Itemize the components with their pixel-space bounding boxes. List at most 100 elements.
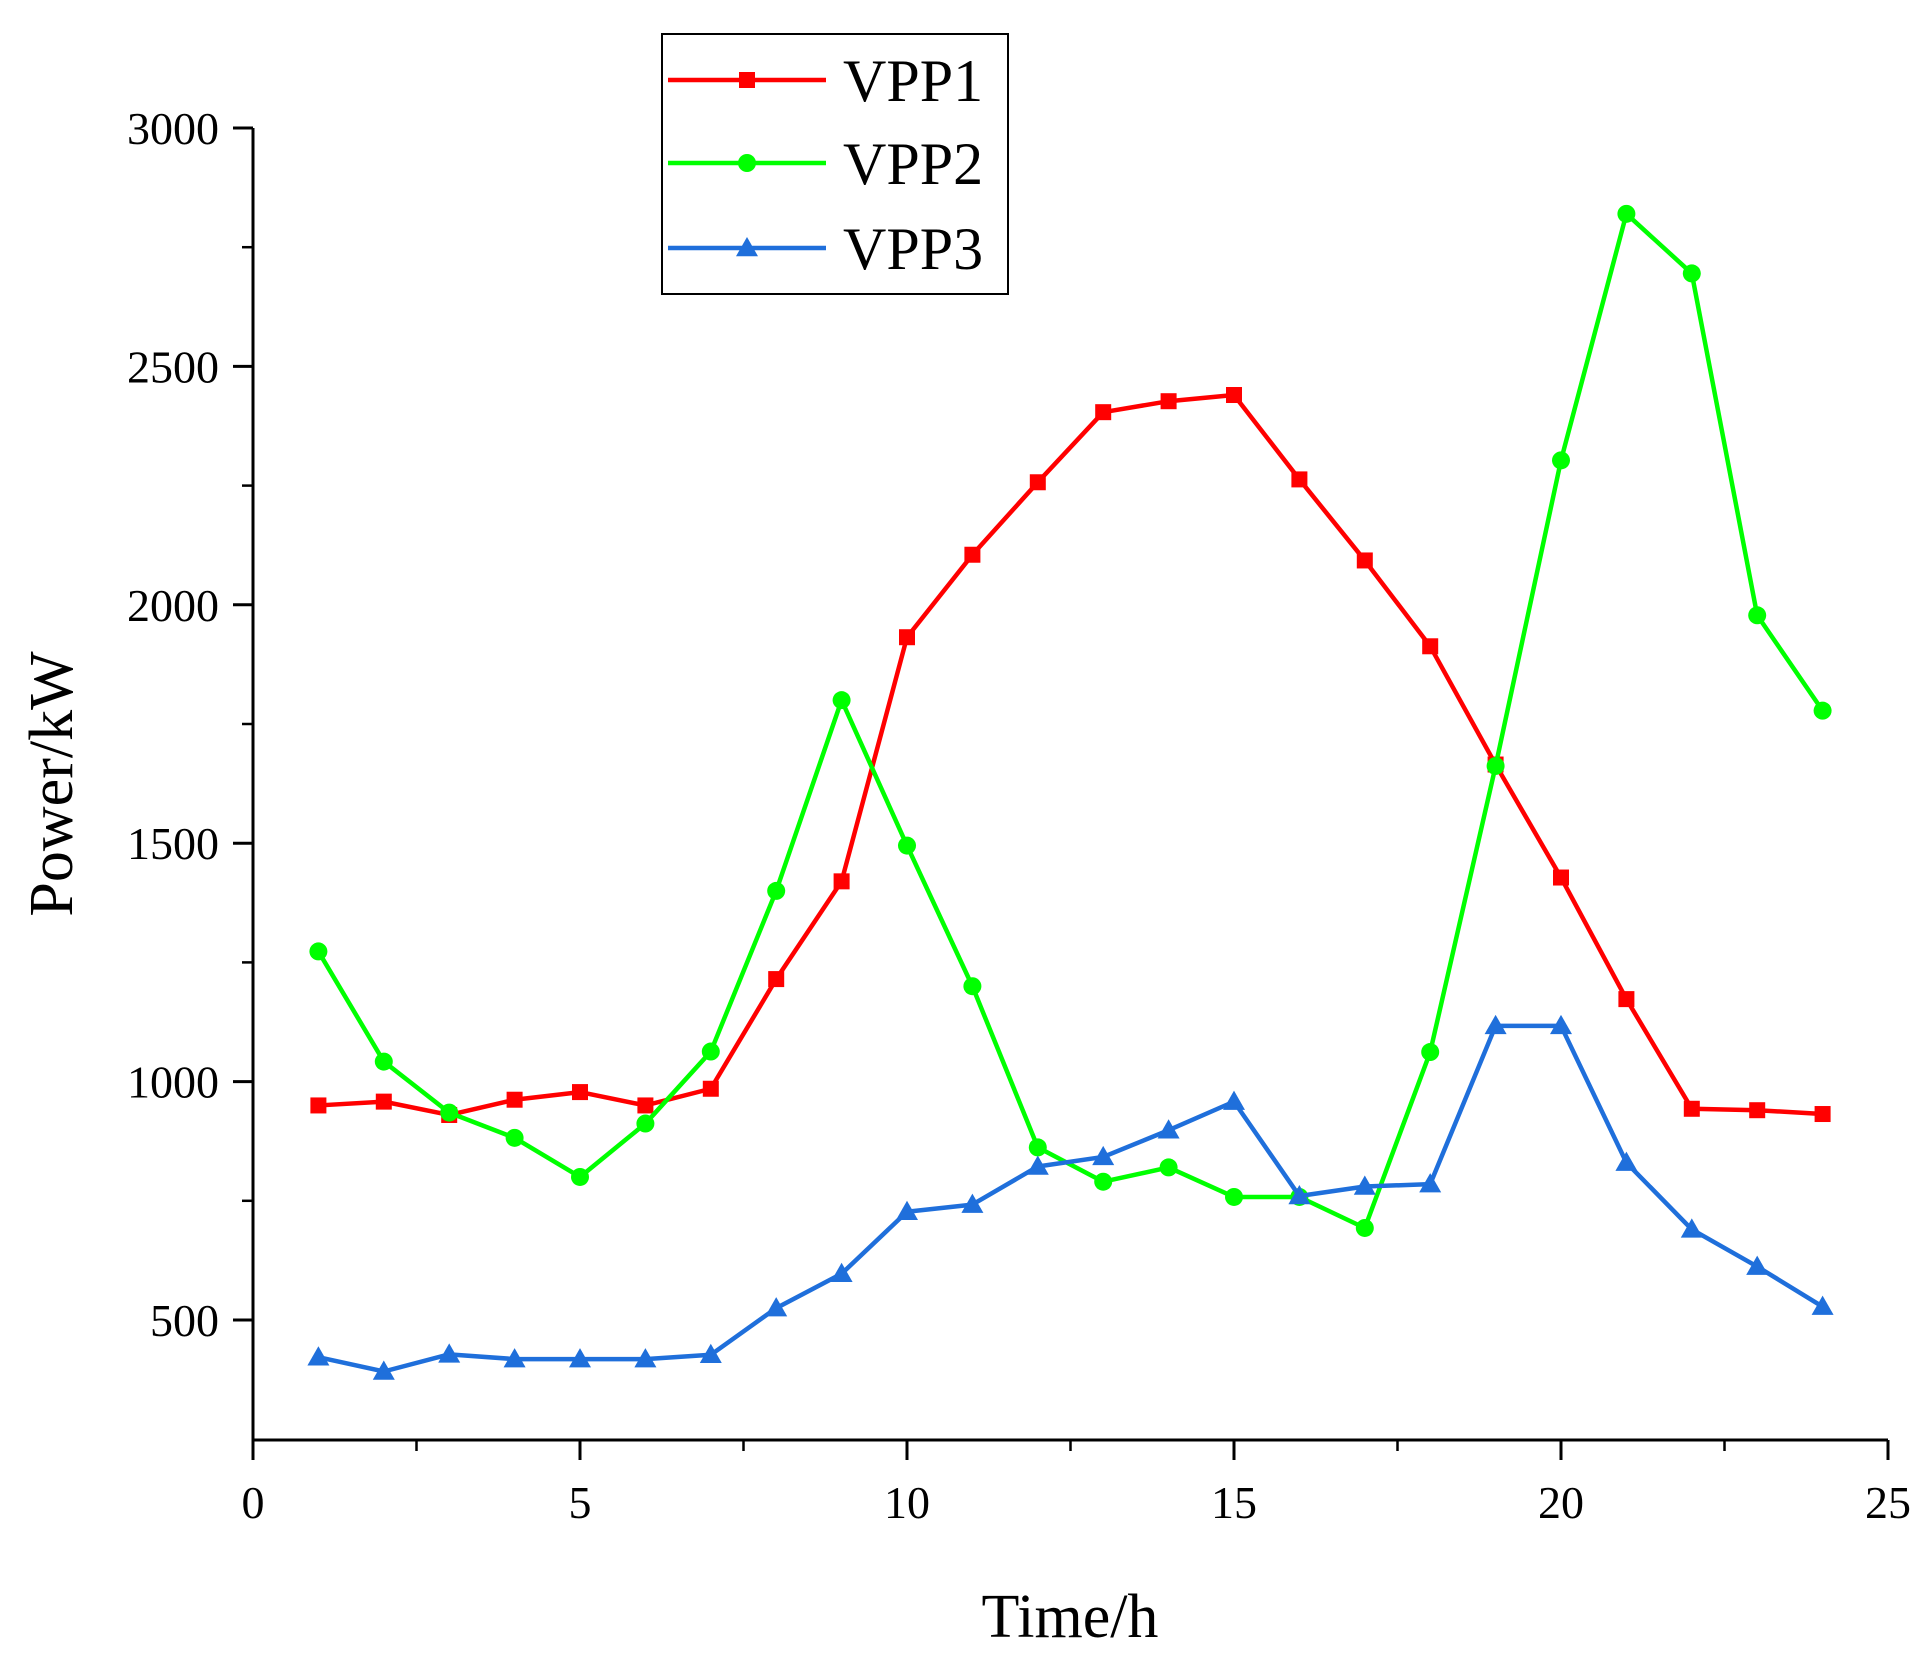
- data-point-vpp2: [1552, 451, 1570, 470]
- legend-marker: [736, 237, 758, 257]
- data-point-vpp3: [961, 1193, 984, 1213]
- legend-items: VPP1 VPP2 VPP3: [668, 48, 983, 282]
- data-point-vpp1: [310, 1097, 327, 1114]
- data-point-vpp3: [1615, 1151, 1638, 1171]
- data-point-vpp1: [768, 971, 785, 988]
- y-tick-label: 2000: [127, 580, 219, 631]
- data-point-vpp2: [1486, 756, 1505, 775]
- data-point-vpp3: [307, 1346, 330, 1366]
- legend-label: VPP3: [843, 216, 983, 282]
- data-point-vpp2: [1813, 701, 1832, 720]
- data-point-vpp3: [1746, 1255, 1769, 1275]
- legend: VPP1 VPP2 VPP3: [661, 33, 1009, 295]
- data-point-vpp2: [374, 1052, 393, 1071]
- data-point-vpp1: [833, 873, 850, 890]
- data-point-vpp2: [1225, 1187, 1243, 1206]
- series-layer: [307, 204, 1834, 1380]
- data-point-vpp1: [1226, 387, 1242, 404]
- y-ticks: 500 1000 1500 2000 2500 3000: [127, 103, 253, 1346]
- y-tick-label: 2500: [127, 341, 219, 392]
- data-point-vpp1: [899, 629, 915, 646]
- data-point-vpp2: [1159, 1158, 1178, 1177]
- data-point-vpp2: [832, 691, 851, 710]
- data-point-vpp3: [503, 1348, 526, 1368]
- data-point-vpp2: [440, 1103, 459, 1122]
- x-tick-label: 5: [569, 1477, 592, 1528]
- y-tick-label: 1500: [127, 818, 219, 869]
- data-point-vpp1: [1618, 991, 1635, 1008]
- legend-label: VPP1: [843, 48, 983, 114]
- data-point-vpp1: [637, 1097, 654, 1114]
- data-point-vpp3: [1092, 1145, 1115, 1166]
- legend-marker: [738, 154, 756, 172]
- data-point-vpp3: [1353, 1175, 1376, 1195]
- data-point-vpp3: [372, 1360, 395, 1380]
- series-vpp1: [310, 387, 1831, 1123]
- legend-label: VPP2: [843, 131, 983, 197]
- x-tick-label: 0: [242, 1477, 265, 1528]
- data-point-vpp2: [1094, 1172, 1113, 1191]
- data-point-vpp3: [1550, 1014, 1572, 1035]
- x-ticks: 0 5 10 15 20 25: [242, 1440, 1911, 1528]
- data-point-vpp2: [1748, 606, 1767, 625]
- data-point-vpp1: [1029, 474, 1046, 491]
- data-point-vpp2: [505, 1128, 524, 1147]
- legend-item-vpp1: VPP1: [668, 48, 983, 114]
- data-point-vpp2: [1617, 204, 1636, 223]
- series-line-vpp3: [317, 1023, 1824, 1374]
- data-point-vpp3: [896, 1200, 918, 1221]
- data-point-vpp1: [1291, 471, 1308, 488]
- data-point-vpp1: [1356, 552, 1373, 569]
- x-tick-label: 15: [1211, 1477, 1257, 1528]
- data-point-vpp3: [830, 1262, 853, 1283]
- data-point-vpp1: [1422, 638, 1439, 655]
- data-point-vpp3: [438, 1343, 461, 1363]
- data-point-vpp2: [1028, 1138, 1047, 1157]
- y-tick-label: 3000: [127, 103, 219, 154]
- data-point-vpp3: [1223, 1090, 1245, 1110]
- data-point-vpp2: [767, 881, 786, 900]
- x-tick-label: 10: [884, 1477, 930, 1528]
- series-line-vpp1: [318, 392, 1823, 1118]
- data-point-vpp1: [1749, 1102, 1766, 1119]
- data-point-vpp2: [571, 1167, 589, 1186]
- y-axis-title: Power/kW: [18, 651, 86, 917]
- axes: [251, 128, 1888, 1442]
- data-point-vpp1: [572, 1084, 588, 1101]
- series-vpp2: [309, 204, 1832, 1237]
- data-point-vpp3: [1288, 1185, 1311, 1205]
- x-tick-label: 20: [1538, 1477, 1584, 1528]
- data-point-vpp3: [1680, 1218, 1703, 1238]
- data-point-vpp1: [1553, 869, 1569, 886]
- y-tick-label: 500: [150, 1295, 219, 1346]
- data-point-vpp2: [963, 977, 982, 996]
- data-point-vpp3: [1484, 1014, 1507, 1035]
- y-tick-label: 1000: [127, 1057, 219, 1108]
- data-point-vpp1: [702, 1080, 719, 1097]
- data-point-vpp2: [636, 1114, 655, 1133]
- data-point-vpp1: [1095, 404, 1112, 421]
- x-axis-title: Time/h: [982, 1583, 1159, 1651]
- data-point-vpp2: [309, 942, 328, 961]
- data-point-vpp2: [1682, 264, 1701, 283]
- legend-item-vpp2: VPP2: [668, 131, 983, 197]
- data-point-vpp1: [1160, 393, 1177, 410]
- series-vpp3: [307, 1014, 1834, 1380]
- data-point-vpp3: [699, 1343, 722, 1364]
- data-point-vpp2: [898, 836, 916, 855]
- data-point-vpp2: [701, 1042, 720, 1061]
- data-point-vpp3: [1157, 1119, 1180, 1139]
- data-point-vpp3: [569, 1348, 591, 1368]
- data-point-vpp1: [375, 1093, 392, 1110]
- data-point-vpp1: [964, 546, 981, 563]
- data-point-vpp1: [1683, 1100, 1700, 1117]
- data-point-vpp3: [765, 1297, 788, 1317]
- data-point-vpp1: [506, 1091, 523, 1108]
- legend-item-vpp3: VPP3: [668, 216, 983, 282]
- legend-marker: [739, 72, 755, 88]
- data-point-vpp3: [1026, 1155, 1049, 1175]
- data-point-vpp1: [1814, 1106, 1831, 1123]
- data-point-vpp2: [1421, 1043, 1440, 1062]
- data-point-vpp3: [634, 1348, 657, 1368]
